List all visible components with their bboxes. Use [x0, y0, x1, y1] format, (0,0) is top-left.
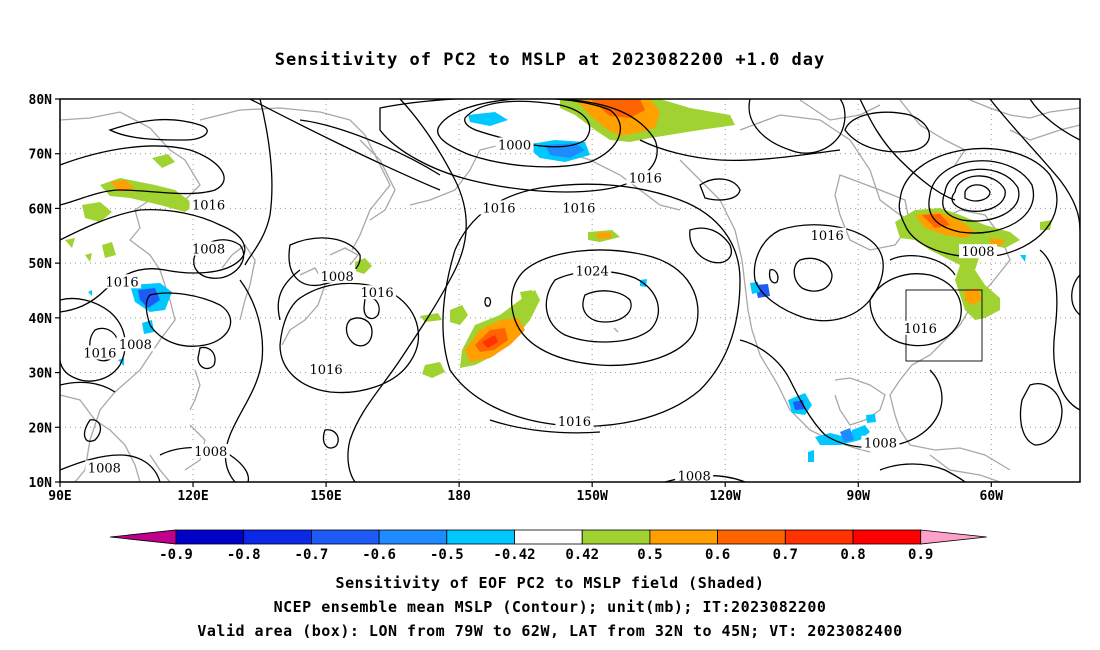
colorbar-min-arrow	[109, 529, 177, 545]
lon-label: 60W	[980, 489, 1004, 504]
contour-label: 1000	[498, 139, 531, 154]
contour-label: 1016	[562, 201, 595, 216]
lat-label: 70N	[29, 148, 53, 163]
sensitivity-shading	[65, 99, 1052, 462]
lat-label: 40N	[29, 312, 53, 327]
colorbar-label: 0.8	[840, 547, 865, 563]
contour-label-bg	[959, 244, 997, 259]
contour-label-bg	[80, 345, 119, 360]
contour-label-bg	[85, 460, 124, 475]
colorbar: -0.9 -0.8 -0.7 -0.6 -0.5 -0.42 0.42 0.5 0.6 0.7 0.…	[109, 529, 987, 563]
caption-line-3: Valid area (box): LON from 79W to 62W, L…	[197, 622, 903, 640]
contour-label: 1016	[106, 275, 139, 290]
contour-label-bg	[495, 137, 534, 152]
contour-label: 1016	[310, 363, 343, 378]
map-frame	[59, 98, 1081, 483]
colorbar-segment	[310, 529, 380, 545]
contour-label: 1008	[864, 437, 897, 452]
contour-label: 1016	[361, 286, 394, 301]
colorbar-label: -0.6	[362, 547, 396, 563]
contour-label: 1008	[88, 461, 121, 476]
contour-label: 1008	[961, 245, 994, 260]
caption-line-2: NCEP ensemble mean MSLP (Contour); unit(…	[273, 598, 827, 616]
colorbar-segment	[852, 529, 922, 545]
contour-label-bg	[191, 443, 230, 458]
contour-label: 1016	[811, 229, 844, 244]
colorbar-max-arrow	[920, 529, 987, 545]
contour-label-bg	[559, 200, 598, 215]
contour-label: 1024	[576, 264, 609, 279]
lat-label: 50N	[29, 257, 53, 272]
caption-line-1: Sensitivity of EOF PC2 to MSLP field (Sh…	[335, 574, 765, 592]
lon-label: 150W	[577, 489, 608, 504]
contour-label-bg	[358, 285, 397, 300]
contour-label: 1008	[119, 338, 152, 353]
contour-label: 1016	[904, 322, 937, 337]
contour-label: 1008	[678, 470, 711, 485]
contour-label: 1008	[192, 242, 225, 257]
contour-label: 1016	[83, 346, 116, 361]
colorbar-label: -0.8	[227, 547, 261, 563]
colorbar-label: 0.42	[565, 547, 599, 563]
contour-label-bg	[480, 200, 519, 215]
lat-label: 30N	[29, 367, 53, 382]
lat-label: 10N	[29, 476, 53, 491]
lon-label: 90W	[847, 489, 871, 504]
colorbar-label: -0.42	[493, 547, 535, 563]
contour-label: 1016	[192, 199, 225, 214]
mslp-contours	[60, 99, 1080, 482]
contour-label-bg	[573, 263, 612, 278]
lat-label: 20N	[29, 421, 53, 436]
colorbar-label: 0.5	[637, 547, 662, 563]
colorbar-segment	[649, 529, 719, 545]
colorbar-segment	[784, 529, 854, 545]
colorbar-label: 0.6	[705, 547, 730, 563]
contour-label-bg	[808, 227, 847, 242]
contour-label: 1016	[482, 201, 515, 216]
lon-label: 150E	[310, 489, 341, 504]
colorbar-label: -0.7	[295, 547, 329, 563]
colorbar-segment	[514, 529, 583, 545]
colorbar-label: 0.9	[908, 547, 933, 563]
lat-label: 80N	[29, 93, 53, 108]
contour-label: 1008	[194, 445, 227, 460]
colorbar-segment	[446, 529, 515, 545]
contour-label-bg	[901, 320, 940, 335]
page-title: Sensitivity of PC2 to MSLP at 2023082200…	[274, 50, 826, 70]
contour-label: 1016	[629, 171, 662, 186]
lon-label: 120W	[710, 489, 741, 504]
lat-label: 60N	[29, 202, 53, 217]
colorbar-segment	[581, 529, 651, 545]
colorbar-segment	[717, 529, 786, 545]
colorbar-segment	[175, 529, 245, 545]
contour-label-bg	[626, 170, 665, 185]
colorbar-segment	[378, 529, 448, 545]
contour-label: 1008	[321, 270, 354, 285]
contour-label: 1016	[558, 415, 591, 430]
colorbar-label: -0.5	[430, 547, 464, 563]
colorbar-segment	[243, 529, 312, 545]
contour-label-bg	[116, 337, 155, 352]
contour-label-bg	[555, 413, 594, 428]
contour-label-bg	[861, 435, 900, 450]
colorbar-label: 0.7	[773, 547, 798, 563]
lon-label: 90E	[48, 489, 71, 504]
contour-label-bg	[307, 361, 346, 376]
contour-label-bg	[103, 274, 142, 289]
contour-label-bg	[189, 197, 228, 212]
contour-label-bg	[318, 268, 357, 283]
contour-label-bg	[189, 241, 228, 256]
lon-label: 120E	[177, 489, 208, 504]
contour-label-bg	[675, 468, 714, 483]
lon-label: 180	[447, 489, 471, 504]
colorbar-label: -0.9	[159, 547, 193, 563]
